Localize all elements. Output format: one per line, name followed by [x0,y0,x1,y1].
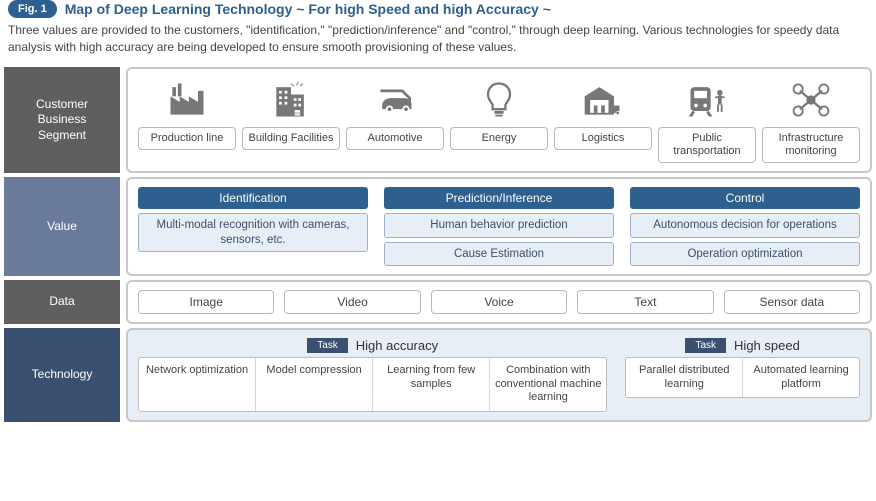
train-icon [658,77,756,123]
tech-group-title: High speed [734,338,800,353]
value-item: Human behavior prediction [384,213,614,237]
segment-label: Automotive [346,127,444,150]
tech-items: Parallel distributed learningAutomated l… [625,357,860,399]
segment-label: Infrastructure monitoring [762,127,860,163]
diagram-rows: Customer Business Segment Production lin… [0,67,876,426]
data-item: Voice [431,290,567,314]
drone-icon [762,77,860,123]
tech-items: Network optimizationModel compressionLea… [138,357,607,412]
value-column: Control Autonomous decision for operation… [630,187,860,266]
tech-group: Task High accuracy Network optimizationMod… [138,338,607,412]
value-item: Multi-modal recognition with cameras, se… [138,213,368,252]
row-technology: Technology Task High accuracy Network opti… [4,328,872,422]
value-header: Control [630,187,860,209]
tech-item: Network optimization [139,358,256,411]
figure-badge: Fig. 1 [8,0,57,18]
segment-label: Production line [138,127,236,150]
segment-item: Public transportation [658,77,756,163]
segment-label: Logistics [554,127,652,150]
row-content-technology: Task High accuracy Network optimizationMod… [126,328,872,422]
segment-item: Infrastructure monitoring [762,77,860,163]
row-value: Value Identification Multi-modal recognit… [4,177,872,276]
tech-group: Task High speed Parallel distributed learn… [625,338,860,412]
segment-item: Logistics [554,77,652,163]
figure-title: Map of Deep Learning Technology ~ For hi… [65,1,551,17]
segment-item: Production line [138,77,236,163]
row-label-data: Data [4,280,120,324]
tech-group-header: Task High speed [625,338,860,353]
data-item: Video [284,290,420,314]
tech-item: Learning from few samples [373,358,490,411]
segment-item: ON Building Facilities [242,77,340,163]
row-content-segment: Production line ON Building Facilities Au… [126,67,872,173]
row-content-data: Image Video Voice Text Sensor data [126,280,872,324]
intro-text: Three values are provided to the custome… [0,22,876,67]
building-icon: ON [242,77,340,123]
tech-item: Combination with conventional machine le… [490,358,606,411]
segment-label: Energy [450,127,548,150]
tech-item: Model compression [256,358,373,411]
row-label-value: Value [4,177,120,276]
task-badge: Task [685,338,726,353]
row-segment: Customer Business Segment Production lin… [4,67,872,173]
segment-label: Public transportation [658,127,756,163]
value-column: Identification Multi-modal recognition wi… [138,187,368,266]
value-header: Identification [138,187,368,209]
row-label-segment: Customer Business Segment [4,67,120,173]
value-item: Operation optimization [630,242,860,266]
svg-text:ON: ON [295,111,301,115]
row-content-value: Identification Multi-modal recognition wi… [126,177,872,276]
tech-item: Automated learning platform [743,358,859,398]
tech-group-header: Task High accuracy [138,338,607,353]
car-icon [346,77,444,123]
warehouse-icon [554,77,652,123]
data-item: Image [138,290,274,314]
task-badge: Task [307,338,348,353]
value-item: Cause Estimation [384,242,614,266]
value-item: Autonomous decision for operations [630,213,860,237]
row-data: Data Image Video Voice Text Sensor data [4,280,872,324]
data-item: Text [577,290,713,314]
row-label-technology: Technology [4,328,120,422]
factory-icon [138,77,236,123]
figure-header: Fig. 1 Map of Deep Learning Technology ~… [0,0,876,22]
data-item: Sensor data [724,290,860,314]
segment-item: Energy [450,77,548,163]
segment-item: Automotive [346,77,444,163]
segment-label: Building Facilities [242,127,340,150]
value-column: Prediction/Inference Human behavior predi… [384,187,614,266]
bulb-icon [450,77,548,123]
tech-group-title: High accuracy [356,338,438,353]
tech-item: Parallel distributed learning [626,358,743,398]
value-header: Prediction/Inference [384,187,614,209]
